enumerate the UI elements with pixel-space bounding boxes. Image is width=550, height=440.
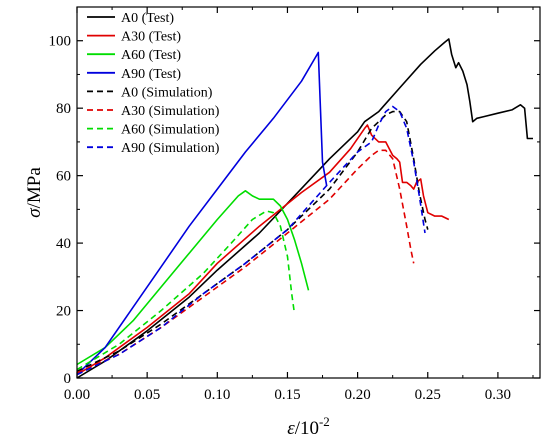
x-tick-label: 0.30 bbox=[485, 387, 511, 403]
series-line-2 bbox=[76, 190, 310, 366]
legend-label-5: A30 (Simulation) bbox=[121, 104, 220, 119]
axes-layer: 0.00 0.05 0.10 0.15 0.20 0.25 0.30 0 20 40 60 80 100… bbox=[24, 6, 541, 439]
legend-label-0: A0 (Test) bbox=[121, 11, 174, 26]
x-tick-label: 0.20 bbox=[344, 387, 370, 403]
legend-label-2: A60 (Test) bbox=[121, 48, 181, 63]
x-tick-label: 0.00 bbox=[64, 387, 90, 403]
series-line-6 bbox=[76, 210, 296, 371]
x-axis-exponent: -2 bbox=[319, 414, 330, 429]
plot-frame bbox=[76, 6, 541, 379]
x-tick-label: 0.15 bbox=[274, 387, 300, 403]
y-tick-label: 60 bbox=[56, 169, 71, 185]
series-line-1 bbox=[76, 124, 450, 376]
x-axis-symbol: ε bbox=[287, 418, 295, 439]
x-tick-label: 0.05 bbox=[134, 387, 160, 403]
series-line-3 bbox=[76, 51, 328, 376]
legend: A0 (Test) A30 (Test) A60 (Test) A90 (Test) A… bbox=[87, 11, 220, 156]
legend-label-3: A90 (Test) bbox=[121, 67, 181, 82]
y-axis-symbol: σ bbox=[24, 208, 45, 218]
series-line-5 bbox=[76, 149, 415, 374]
series-line-4 bbox=[76, 110, 429, 373]
y-tick-label: 20 bbox=[56, 304, 71, 320]
legend-label-4: A0 (Simulation) bbox=[121, 85, 213, 100]
x-tick-label: 0.25 bbox=[415, 387, 441, 403]
legend-label-1: A30 (Test) bbox=[121, 30, 181, 45]
series-line-7 bbox=[76, 105, 426, 376]
y-tick-label: 0 bbox=[64, 371, 72, 387]
series-layer bbox=[76, 38, 533, 379]
legend-label-7: A90 (Simulation) bbox=[121, 141, 220, 156]
x-axis-unit: /10 bbox=[295, 418, 319, 439]
y-tick-label: 80 bbox=[56, 101, 71, 117]
y-axis-title: σ/MPa bbox=[24, 167, 45, 218]
y-tick-label: 40 bbox=[56, 236, 71, 252]
y-tick-label: 100 bbox=[49, 34, 72, 50]
y-axis-unit: /MPa bbox=[24, 167, 45, 209]
x-tick-label: 0.10 bbox=[204, 387, 230, 403]
x-axis-title: ε/10-2 bbox=[287, 414, 330, 439]
series-line-0 bbox=[76, 38, 533, 379]
legend-label-6: A60 (Simulation) bbox=[121, 123, 220, 138]
